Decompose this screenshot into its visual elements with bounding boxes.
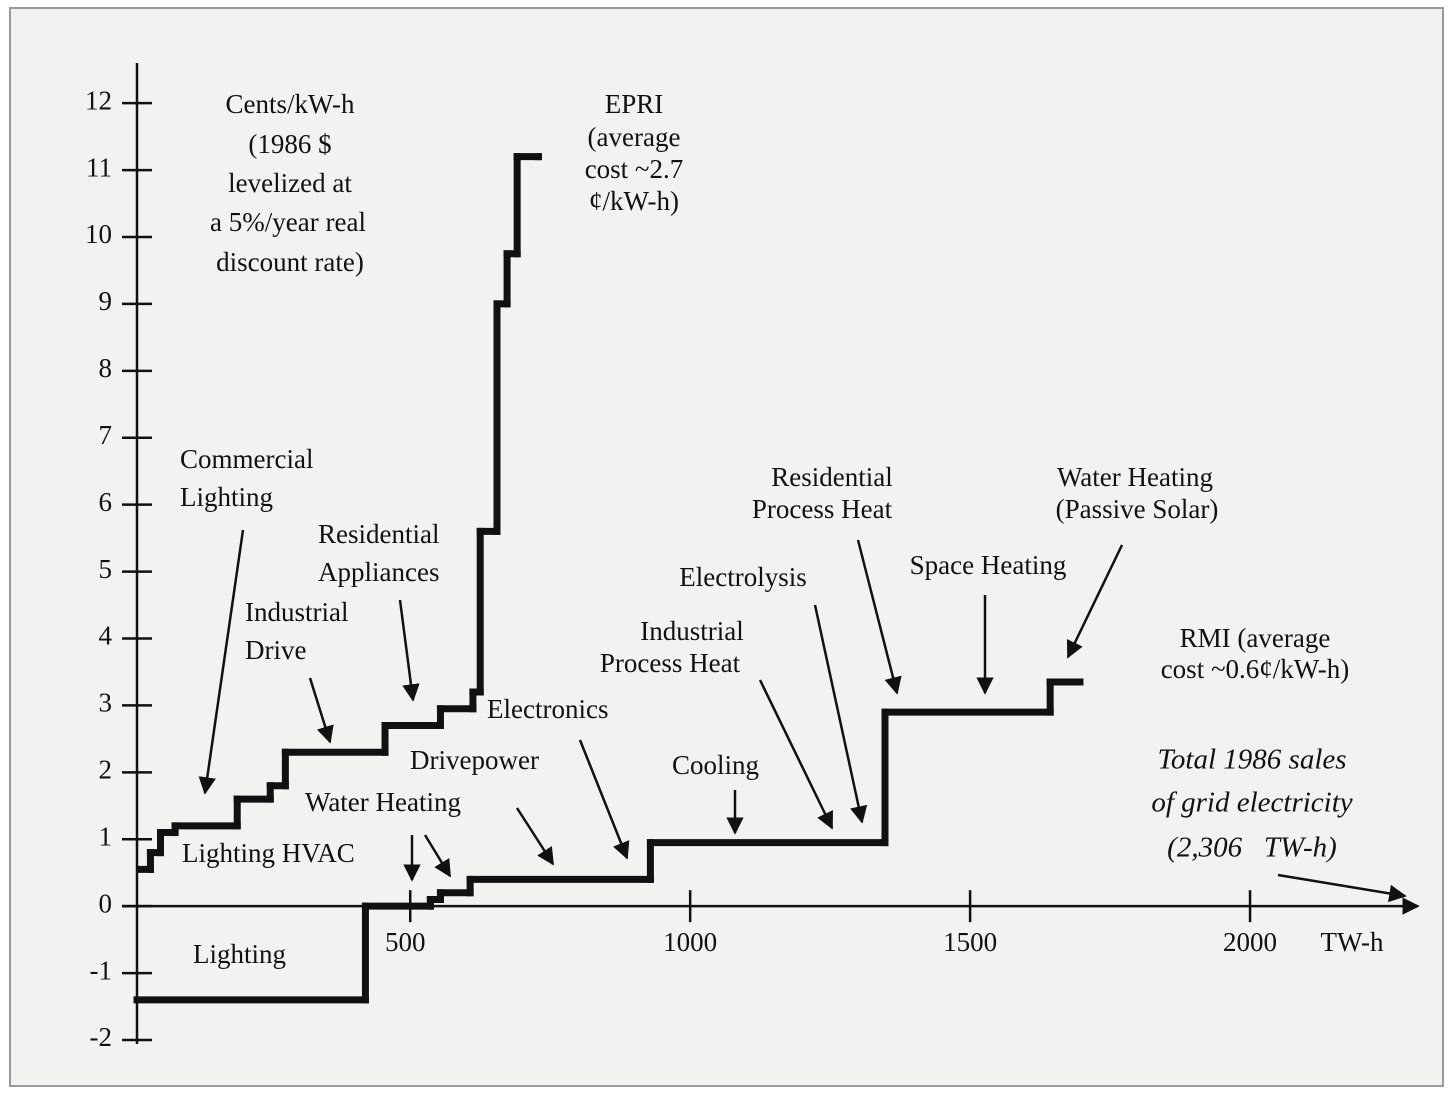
series-label: EPRI xyxy=(605,89,664,119)
y-tick-label: -2 xyxy=(90,1022,113,1052)
annotation: cost ~2.7 xyxy=(585,154,684,184)
y-label: levelized at xyxy=(228,168,352,198)
annotations: Cents/kW-h (1986 $ levelized at a 5%/yea… xyxy=(180,89,1407,969)
annotation: cost ~0.6¢/kW-h) xyxy=(1161,654,1350,684)
y-tick-label: 9 xyxy=(99,286,113,316)
annotation: Process Heat xyxy=(752,494,893,524)
annotation: Commercial xyxy=(180,444,313,474)
y-tick-label: 6 xyxy=(99,487,113,517)
y-tick-label: -1 xyxy=(90,955,113,985)
arrow xyxy=(1066,544,1124,659)
annotation: Water Heating xyxy=(1057,462,1213,492)
annotation: of grid electricity xyxy=(1151,787,1352,819)
annotation: Residential xyxy=(771,462,892,492)
y-tick-label: 8 xyxy=(99,353,113,383)
arrow xyxy=(423,834,452,878)
y-label: discount rate) xyxy=(216,247,364,277)
frame xyxy=(9,7,1444,1087)
y-tick-label: 0 xyxy=(99,888,113,918)
annotation: Lighting xyxy=(193,939,286,969)
y-tick-label: 1 xyxy=(99,821,113,851)
y-label: Cents/kW-h xyxy=(226,89,355,119)
y-tick-label: 12 xyxy=(85,85,112,115)
annotation: Residential xyxy=(318,519,439,549)
annotation: Process Heat xyxy=(600,648,741,678)
x-axis-label: TW-h xyxy=(1321,927,1384,957)
x-tick-label: 500 xyxy=(385,927,426,957)
arrow xyxy=(758,679,834,830)
y-tick-label: 4 xyxy=(99,621,113,651)
annotation: Lighting xyxy=(180,482,273,512)
annotation: Industrial xyxy=(245,597,348,627)
arrow xyxy=(856,539,902,695)
annotation: ¢/kW-h) xyxy=(589,186,679,216)
annotation: Water Heating xyxy=(305,787,461,817)
annotation: (average xyxy=(588,122,681,152)
y-label: (1986 $ xyxy=(248,129,331,159)
y-tick-label: 11 xyxy=(86,152,112,182)
y-tick-label: 5 xyxy=(99,554,113,584)
annotation: Electronics xyxy=(487,694,608,724)
y-tick-label: 7 xyxy=(99,420,113,450)
y-tick-label: 3 xyxy=(99,688,113,718)
arrow xyxy=(198,529,245,795)
arrow xyxy=(398,599,420,702)
y-tick-label: 10 xyxy=(85,219,112,249)
annotation: Appliances xyxy=(318,557,439,587)
annotation: (average xyxy=(1231,623,1331,653)
annotation: Cooling xyxy=(672,750,759,780)
annotation: Lighting HVAC xyxy=(182,838,355,868)
x-tick-label: 1000 xyxy=(663,927,717,957)
x-tick-label: 1500 xyxy=(943,927,997,957)
series-label: RMI (average xyxy=(1180,623,1331,653)
arrow xyxy=(813,604,868,824)
annotation: Drive xyxy=(245,635,306,665)
arrow xyxy=(1277,873,1407,903)
annotation: (Passive Solar) xyxy=(1056,494,1219,524)
annotation: Drivepower xyxy=(410,745,539,775)
annotation: Electrolysis xyxy=(679,562,806,592)
y-label: a 5%/year real xyxy=(210,207,366,237)
y-tick-label: 2 xyxy=(99,755,113,785)
annotation: Industrial xyxy=(640,616,743,646)
arrow xyxy=(515,807,555,866)
annotation: (2,306 TW-h) xyxy=(1167,832,1337,864)
x-tick-label: 2000 xyxy=(1223,927,1277,957)
annotation: Total 1986 sales xyxy=(1157,744,1346,776)
series-name: RMI xyxy=(1180,623,1231,653)
arrow xyxy=(578,739,630,860)
annotation: Space Heating xyxy=(910,550,1067,580)
arrow xyxy=(308,677,334,744)
